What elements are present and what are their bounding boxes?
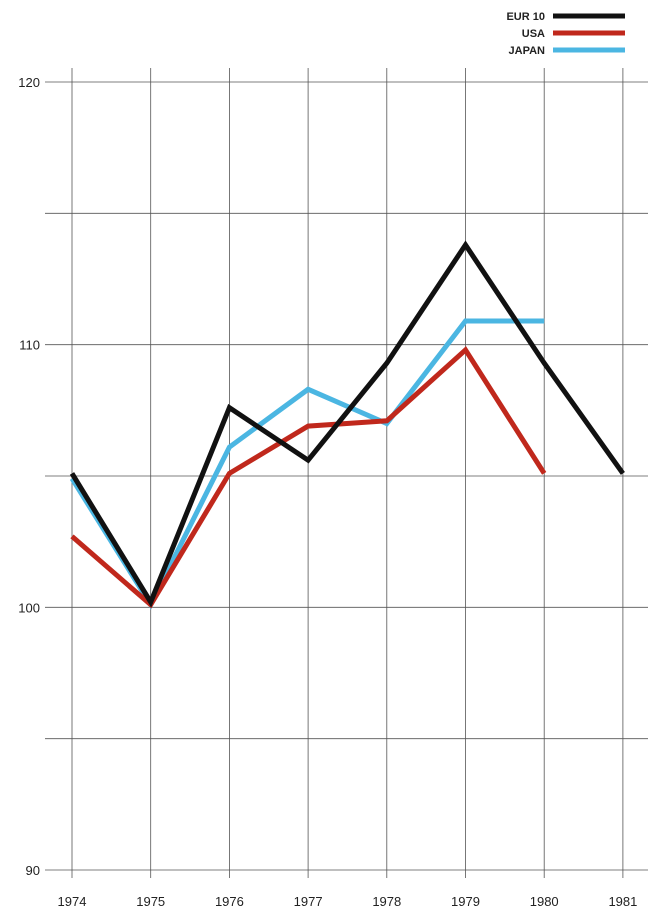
y-tick-label: 110 — [19, 338, 40, 353]
x-tick-label: 1981 — [608, 894, 637, 909]
y-tick-label: 100 — [18, 600, 40, 615]
x-tick-label: 1974 — [58, 894, 87, 909]
legend-label: USA — [522, 28, 545, 40]
x-tick-label: 1975 — [136, 894, 165, 909]
x-tick-label: 1980 — [530, 894, 559, 909]
y-tick-label: 90 — [26, 863, 40, 878]
x-tick-label: 1979 — [451, 894, 480, 909]
legend-label: JAPAN — [509, 45, 546, 57]
series-line-eur-10 — [69, 240, 625, 608]
x-tick-label: 1978 — [372, 894, 401, 909]
x-tick-label: 1977 — [294, 894, 323, 909]
y-tick-label: 120 — [18, 75, 40, 90]
legend-label: EUR 10 — [506, 11, 545, 23]
x-tick-label: 1976 — [215, 894, 244, 909]
